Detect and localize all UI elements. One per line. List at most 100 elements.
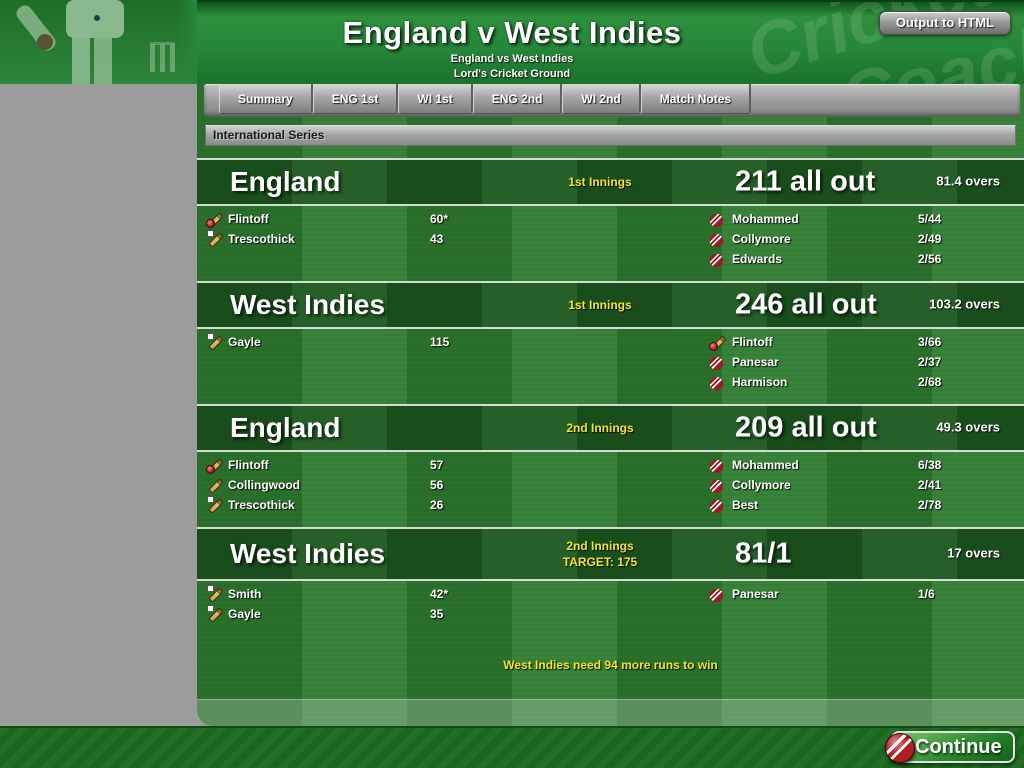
batsmen-row: Flintoff 57 [206, 455, 647, 475]
player-name: Flintoff [228, 212, 269, 226]
bowlers-row: Collymore 2/41 [710, 475, 1010, 495]
player-name: Gayle [228, 335, 261, 349]
player-figure: 2/68 [918, 375, 942, 389]
tab-eng-1st[interactable]: ENG 1st [312, 84, 399, 114]
tab-summary[interactable]: Summary [219, 84, 313, 114]
player-figure: 57 [430, 458, 444, 472]
player-name: Edwards [732, 252, 783, 266]
output-to-html-button[interactable]: Output to HTML [878, 11, 1011, 35]
innings-label: 1st Innings [500, 160, 700, 204]
bat-glove-icon [207, 230, 223, 247]
player-name: Trescothick [228, 232, 295, 246]
innings-score: 211 all out [735, 165, 876, 198]
tab-wi-1st[interactable]: WI 1st [398, 84, 473, 114]
player-figure: 1/6 [918, 587, 935, 601]
player-name: Trescothick [228, 498, 295, 512]
player-figure: 115 [430, 335, 450, 349]
player-name: Smith [228, 587, 262, 601]
team-name: England [230, 412, 341, 443]
player-name: Panesar [732, 355, 779, 369]
bowlers-row: Panesar 1/6 [710, 584, 1010, 604]
player-name: Harmison [732, 375, 788, 389]
bat-glove-icon [207, 585, 223, 602]
player-figure: 2/37 [918, 355, 942, 369]
team-name: West Indies [230, 538, 386, 569]
bottom-bar: Continue [0, 726, 1024, 768]
player-name: Collymore [732, 478, 791, 492]
bowlers-row: Edwards 2/56 [710, 249, 1010, 269]
player-figure: 3/66 [918, 335, 942, 349]
ball-icon [710, 500, 723, 513]
bowlers-list: Mohammed 5/44 Collymore 2/49 Edwards 2/5… [710, 209, 1010, 269]
innings-body: Smith 42* Gayle 35 Panesar 1/6 [197, 581, 1024, 650]
innings-header: West Indies 2nd Innings TARGET: 175 81/1… [197, 527, 1024, 581]
bowlers-row: Harmison 2/68 [710, 372, 1010, 392]
left-sidebar [0, 84, 212, 726]
batsmen-list: Gayle 115 [207, 332, 647, 352]
innings-section: West Indies 1st Innings 246 all out 103.… [197, 281, 1024, 396]
player-figure: 2/49 [918, 232, 942, 246]
batsmen-list: Smith 42* Gayle 35 [207, 584, 647, 624]
target-label: TARGET: 175 [562, 555, 638, 569]
player-figure: 2/41 [918, 478, 942, 492]
player-figure: 56 [430, 478, 444, 492]
tab-label: Summary [238, 91, 293, 106]
bowlers-row: Mohammed 5/44 [710, 209, 1010, 229]
match-subtitle: England vs West Indies [450, 53, 574, 65]
innings-body: Flintoff 57 Collingwood 56 Trescothick 2… [197, 452, 1024, 519]
batsmen-row: Collingwood 56 [207, 475, 647, 495]
bowlers-row: Collymore 2/49 [710, 229, 1010, 249]
player-name: Flintoff [228, 458, 269, 472]
bat-ball-icon [709, 334, 726, 351]
tab-bar: Summary ENG 1st WI 1st ENG 2nd WI 2nd Ma… [219, 84, 752, 117]
cricket-ball-icon [885, 733, 915, 763]
player-figure: 26 [430, 498, 444, 512]
innings-section: West Indies 2nd Innings TARGET: 175 81/1… [197, 527, 1024, 650]
team-name: England [230, 166, 341, 197]
continue-button[interactable]: Continue [885, 731, 1015, 763]
bat-glove-icon [207, 333, 223, 350]
innings-header: England 2nd Innings 209 all out 49.3 ove… [197, 404, 1024, 452]
player-figure: 5/44 [918, 212, 942, 226]
tab-eng-2nd[interactable]: ENG 2nd [472, 84, 563, 114]
innings-score: 246 all out [735, 288, 877, 321]
innings-label: 2nd Innings [500, 406, 700, 450]
player-name: Collymore [732, 232, 791, 246]
player-name: Gayle [228, 607, 261, 621]
innings-section: England 1st Innings 211 all out 81.4 ove… [197, 158, 1024, 273]
batsmen-row: Gayle 35 [207, 604, 647, 624]
innings-label: 2nd Innings TARGET: 175 [500, 529, 700, 579]
tab-label: WI 1st [417, 91, 453, 106]
player-figure: 2/78 [918, 498, 942, 512]
bat-glove-icon [207, 605, 223, 622]
player-figure: 35 [430, 607, 444, 621]
innings-number-label: 1st Innings [568, 175, 632, 189]
innings-overs: 103.2 overs [929, 296, 1000, 312]
batsman-photo-art [0, 0, 197, 84]
tab-label: ENG 2nd [491, 91, 543, 106]
batsman-photo [0, 0, 197, 84]
venue-subtitle: Lord's Cricket Ground [453, 68, 571, 80]
ball-icon [710, 480, 723, 493]
tab-wi-2nd[interactable]: WI 2nd [562, 84, 641, 114]
batsmen-row: Trescothick 26 [207, 495, 647, 515]
player-name: Flintoff [732, 335, 773, 349]
innings-score: 209 all out [735, 411, 877, 444]
batsmen-list: Flintoff 60* Trescothick 43 [206, 209, 647, 249]
bowlers-row: Flintoff 3/66 [709, 332, 1010, 352]
tab-match-notes[interactable]: Match Notes [640, 84, 752, 114]
bowlers-list: Mohammed 6/38 Collymore 2/41 Best 2/78 [710, 455, 1010, 515]
ball-icon [710, 589, 723, 602]
innings-header: England 1st Innings 211 all out 81.4 ove… [197, 158, 1024, 206]
innings-overs: 81.4 overs [936, 173, 1000, 189]
innings-overs: 49.3 overs [936, 419, 1000, 435]
player-name: Mohammed [732, 458, 799, 472]
innings-label: 1st Innings [500, 283, 700, 327]
bowlers-row: Panesar 2/37 [710, 352, 1010, 372]
tab-label: ENG 1st [331, 91, 379, 106]
innings-number-label: 2nd Innings [566, 539, 634, 553]
ball-icon [710, 460, 723, 473]
page-title: England v West Indies [342, 15, 682, 50]
ball-icon [710, 377, 723, 390]
